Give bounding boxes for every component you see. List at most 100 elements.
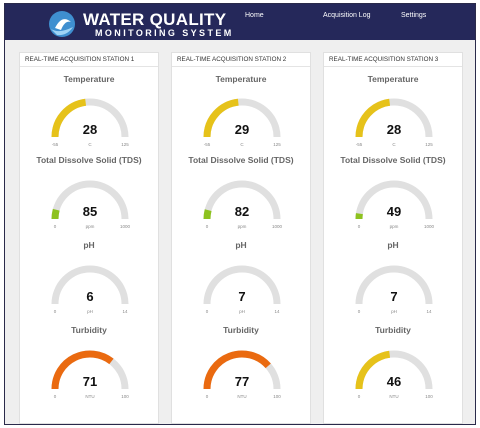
gauge-min-label: 0 bbox=[358, 309, 361, 314]
gauge-value: 77 bbox=[235, 374, 249, 389]
gauge-max-label: 125 bbox=[425, 142, 433, 147]
gauge-min-label: -55 bbox=[356, 142, 363, 147]
gauge-max-label: 1000 bbox=[424, 224, 435, 229]
station-card-1: REAL-TIME ACQUISITION STATION 1 Temperatu… bbox=[19, 52, 159, 424]
gauge-unit-label: pH bbox=[87, 309, 93, 314]
brand-line-1: WATER QUALITY bbox=[83, 10, 227, 29]
gauge-track bbox=[51, 180, 129, 220]
brand-logo[interactable]: WATER QUALITY MONITORING SYSTEM bbox=[45, 8, 235, 38]
gauge: 85 0 ppm 1000 bbox=[35, 171, 145, 231]
gauge-title: Temperature bbox=[367, 74, 419, 84]
gauge-unit-label: ppm bbox=[390, 224, 399, 229]
gauge-fill bbox=[355, 98, 391, 138]
gauge-min-label: 0 bbox=[54, 309, 57, 314]
gauge-svg: 77 0 NTU 100 bbox=[203, 350, 281, 399]
gauge-max-label: 14 bbox=[122, 309, 128, 314]
gauge-max-label: 100 bbox=[273, 394, 281, 399]
navbar: WATER QUALITY MONITORING SYSTEM Home Acq… bbox=[5, 4, 475, 40]
station-title: REAL-TIME ACQUISITION STATION 1 bbox=[20, 53, 158, 67]
gauge-fill bbox=[355, 350, 391, 390]
gauge-svg: 46 0 NTU 100 bbox=[355, 350, 433, 399]
gauge-svg: 71 0 NTU 100 bbox=[51, 350, 129, 399]
gauge-max-label: 100 bbox=[425, 394, 433, 399]
gauge-svg: 29 -55 C 125 bbox=[203, 98, 281, 147]
gauge-unit-label: C bbox=[240, 142, 244, 147]
gauge: 77 0 NTU 100 bbox=[187, 341, 297, 401]
gauge-fill bbox=[51, 98, 87, 138]
gauge-min-label: -55 bbox=[52, 142, 59, 147]
nav-settings[interactable]: Settings bbox=[401, 12, 427, 19]
gauge-unit-label: pH bbox=[391, 309, 397, 314]
gauge-value: 49 bbox=[387, 204, 401, 219]
gauge-title: Total Dissolve Solid (TDS) bbox=[188, 155, 294, 165]
gauge-min-label: -55 bbox=[204, 142, 211, 147]
nav-acquisition-log[interactable]: Acquisition Log bbox=[323, 12, 371, 19]
gauge-svg: 7 0 pH 14 bbox=[355, 265, 433, 314]
station-title: REAL-TIME ACQUISITION STATION 2 bbox=[172, 53, 310, 67]
gauge-unit-label: C bbox=[88, 142, 92, 147]
gauge: 49 0 ppm 1000 bbox=[339, 171, 449, 231]
gauge-value: 82 bbox=[235, 204, 249, 219]
gauge-svg: 7 0 pH 14 bbox=[203, 265, 281, 314]
gauge-value: 28 bbox=[83, 122, 97, 137]
gauge-title: pH bbox=[83, 240, 95, 250]
gauge-max-label: 14 bbox=[274, 309, 280, 314]
gauge-svg: 6 0 pH 14 bbox=[51, 265, 129, 314]
gauge-min-label: 0 bbox=[206, 394, 209, 399]
gauge: 82 0 ppm 1000 bbox=[187, 171, 297, 231]
gauge-unit-label: NTU bbox=[85, 394, 94, 399]
gauge-track bbox=[355, 265, 433, 305]
gauge-fill bbox=[203, 98, 239, 138]
gauge-unit-label: pH bbox=[239, 309, 245, 314]
gauge: 28 -55 C 125 bbox=[339, 89, 449, 149]
gauge-unit-label: NTU bbox=[237, 394, 246, 399]
gauge-max-label: 1000 bbox=[272, 224, 283, 229]
gauge: 6 0 pH 14 bbox=[35, 256, 145, 316]
gauge-value: 29 bbox=[235, 122, 249, 137]
gauge-track bbox=[355, 180, 433, 220]
gauge-max-label: 14 bbox=[426, 309, 432, 314]
gauge-fill bbox=[51, 208, 60, 220]
gauge-value: 7 bbox=[238, 289, 245, 304]
gauge-svg: 49 0 ppm 1000 bbox=[355, 180, 435, 229]
gauge-max-label: 1000 bbox=[120, 224, 131, 229]
gauge-unit-label: ppm bbox=[86, 224, 95, 229]
gauge: 7 0 pH 14 bbox=[339, 256, 449, 316]
gauge-max-label: 125 bbox=[273, 142, 281, 147]
gauge-value: 6 bbox=[86, 289, 93, 304]
gauge-title: pH bbox=[235, 240, 247, 250]
gauge-svg: 85 0 ppm 1000 bbox=[51, 180, 131, 229]
gauge-track bbox=[51, 265, 129, 305]
gauge-title: Total Dissolve Solid (TDS) bbox=[36, 155, 142, 165]
gauge-svg: 28 -55 C 125 bbox=[355, 98, 433, 147]
station-card-2: REAL-TIME ACQUISITION STATION 2 Temperatu… bbox=[171, 52, 311, 424]
gauge-min-label: 0 bbox=[358, 394, 361, 399]
gauge-title: Total Dissolve Solid (TDS) bbox=[340, 155, 446, 165]
gauge: 7 0 pH 14 bbox=[187, 256, 297, 316]
gauge-title: Temperature bbox=[63, 74, 115, 84]
station-card-3: REAL-TIME ACQUISITION STATION 3 Temperatu… bbox=[323, 52, 463, 424]
gauge-unit-label: ppm bbox=[238, 224, 247, 229]
gauge-min-label: 0 bbox=[54, 224, 57, 229]
gauge: 28 -55 C 125 bbox=[35, 89, 145, 149]
gauge: 29 -55 C 125 bbox=[187, 89, 297, 149]
gauge-value: 46 bbox=[387, 374, 401, 389]
nav-home[interactable]: Home bbox=[245, 12, 264, 19]
gauge-min-label: 0 bbox=[206, 309, 209, 314]
gauge-value: 28 bbox=[387, 122, 401, 137]
gauge-fill bbox=[51, 350, 114, 390]
gauge-min-label: 0 bbox=[54, 394, 57, 399]
gauge-fill bbox=[203, 350, 271, 390]
gauge: 46 0 NTU 100 bbox=[339, 341, 449, 401]
gauge-title: pH bbox=[387, 240, 399, 250]
station-title: REAL-TIME ACQUISITION STATION 3 bbox=[324, 53, 462, 67]
gauge-value: 85 bbox=[83, 204, 97, 219]
gauge-track bbox=[203, 180, 281, 220]
gauge-max-label: 125 bbox=[121, 142, 129, 147]
gauge: 71 0 NTU 100 bbox=[35, 341, 145, 401]
gauge-min-label: 0 bbox=[358, 224, 361, 229]
gauge-title: Temperature bbox=[215, 74, 267, 84]
gauge-svg: 28 -55 C 125 bbox=[51, 98, 129, 147]
gauge-value: 7 bbox=[390, 289, 397, 304]
gauge-track bbox=[203, 265, 281, 305]
